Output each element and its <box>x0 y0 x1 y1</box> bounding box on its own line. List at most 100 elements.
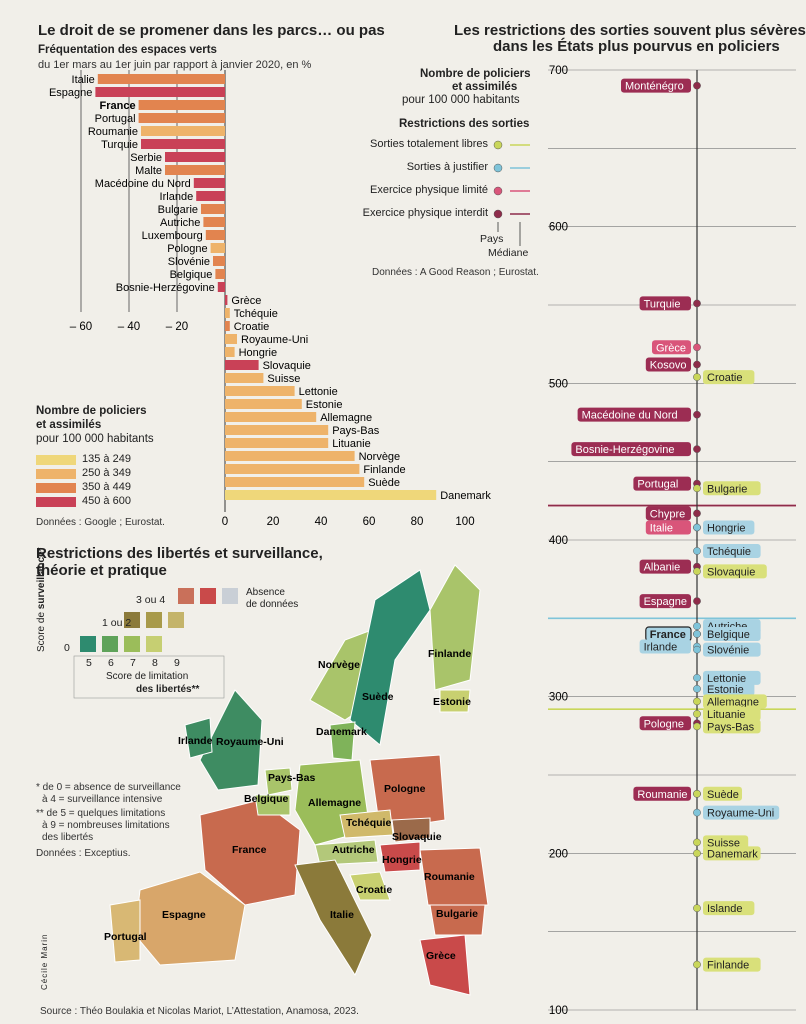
point-label-bg <box>639 296 691 311</box>
scatter-source: Données : A Good Reason ; Eurostat. <box>372 267 539 278</box>
bar <box>138 113 225 123</box>
scatter-point <box>693 547 701 555</box>
bar-label: Finlande <box>363 464 405 476</box>
point-label-bg <box>703 786 742 801</box>
point-label-bg <box>645 520 691 535</box>
bar <box>225 412 317 422</box>
mediane-label: Médiane <box>488 247 529 259</box>
bar-label: Royaume-Uni <box>241 334 308 346</box>
bar <box>165 165 225 175</box>
country-shape <box>391 817 431 843</box>
left-subtitle: Fréquentation des espaces verts <box>38 44 217 56</box>
map-country-label: Pologne <box>384 783 426 795</box>
map-title-2: théorie et pratique <box>36 562 167 579</box>
y-tick-label: 400 <box>549 535 568 547</box>
tick-label: – 40 <box>118 321 140 333</box>
note-3: ** de 5 = quelques limitations <box>36 808 166 819</box>
bar <box>165 152 225 162</box>
map-country-label: Irlande <box>178 735 213 747</box>
bar <box>225 347 235 357</box>
bar-label: Belgique <box>170 269 213 281</box>
legend-label: 450 à 600 <box>82 495 131 507</box>
bar <box>225 295 228 305</box>
lim-axis-1: Score de limitation <box>106 671 189 682</box>
bar-label: Slovénie <box>168 256 210 268</box>
right-title-2: dans les États plus pourvus en policiers <box>493 38 780 55</box>
point-label: Suède <box>707 789 739 801</box>
map-source: Données : Exceptius. <box>36 848 131 859</box>
legend-cell <box>178 588 194 604</box>
absence-label-2: de données <box>246 599 299 610</box>
map-country-label: Hongrie <box>382 854 422 866</box>
bar-label: Danemark <box>440 490 491 502</box>
point-label: Croatie <box>707 372 742 384</box>
bar <box>193 178 225 188</box>
scatter-point <box>693 299 701 308</box>
bar <box>225 308 230 318</box>
map-country-label: Tchéquie <box>346 817 391 829</box>
point-label-bg <box>639 639 691 654</box>
map-country-label: Espagne <box>162 909 206 921</box>
scatter-point <box>693 630 701 638</box>
absence-label: Absence <box>246 587 285 598</box>
legend-swatch <box>36 469 76 479</box>
bar-legend-title-3: pour 100 000 habitants <box>36 433 154 445</box>
point-label: Macédoine du Nord <box>582 410 678 422</box>
point-label-bg <box>703 694 767 709</box>
map-country-label: Royaume-Uni <box>216 736 284 748</box>
point-label-bg <box>633 786 691 801</box>
y-tick-label: 700 <box>549 65 568 77</box>
left-title: Le droit de se promener dans les parcs… … <box>38 22 385 39</box>
country-shape <box>419 934 471 996</box>
map-country-label: Italie <box>330 909 354 921</box>
y-tick-label: 200 <box>549 848 568 860</box>
bar-label: Roumanie <box>88 126 138 138</box>
map-title-1: Restrictions des libertés et surveillanc… <box>36 545 323 562</box>
country-shape <box>379 841 421 873</box>
bar-label: Turquie <box>101 139 138 151</box>
point-label: France <box>650 629 686 641</box>
row-1ou2: 1 ou 2 <box>102 617 132 629</box>
note-4: à 9 = nombreuses limitations <box>42 820 170 831</box>
bar-label: Espagne <box>49 87 92 99</box>
tick-label: 60 <box>363 516 376 528</box>
bar <box>225 477 365 487</box>
restriction-dot <box>493 209 503 219</box>
point-label: Islande <box>707 903 742 915</box>
country-shape <box>419 847 489 906</box>
bar-label: Luxembourg <box>142 230 203 242</box>
bar <box>138 100 225 110</box>
point-label-bg <box>703 706 761 721</box>
point-label: Pays-Bas <box>707 721 755 733</box>
tick-label: 100 <box>455 516 474 528</box>
scatter-point <box>693 622 701 631</box>
scatter-point <box>693 808 701 817</box>
bar-source: Données : Google ; Eurostat. <box>36 517 165 528</box>
y-tick-label: 300 <box>549 692 568 704</box>
bar <box>217 282 225 292</box>
point-label-bg <box>703 642 761 657</box>
restriction-dot <box>493 186 503 196</box>
point-label: Monténégro <box>625 81 684 93</box>
scatter-point <box>693 360 701 369</box>
note-5: des libertés <box>42 832 94 843</box>
point-label: Turquie <box>644 298 681 310</box>
bar-label: Bulgarie <box>158 204 198 216</box>
bar-label: Macédoine du Nord <box>95 178 191 190</box>
tick-label: 40 <box>315 516 328 528</box>
map-country-label: France <box>232 844 267 856</box>
point-label: Estonie <box>707 684 744 696</box>
bar-label: Autriche <box>160 217 200 229</box>
bar <box>225 360 259 370</box>
bar <box>141 139 225 149</box>
point-label-bg <box>652 340 691 355</box>
point-label: Belgique <box>707 629 750 641</box>
point-label-bg <box>639 559 691 574</box>
point-label-bg <box>639 594 691 609</box>
point-label-bg <box>571 442 691 457</box>
point-label-bg <box>703 901 755 916</box>
credit: Cécile Marin <box>40 933 49 990</box>
lim-tick: 9 <box>174 657 180 669</box>
restriction-label: Exercice physique interdit <box>362 207 488 219</box>
